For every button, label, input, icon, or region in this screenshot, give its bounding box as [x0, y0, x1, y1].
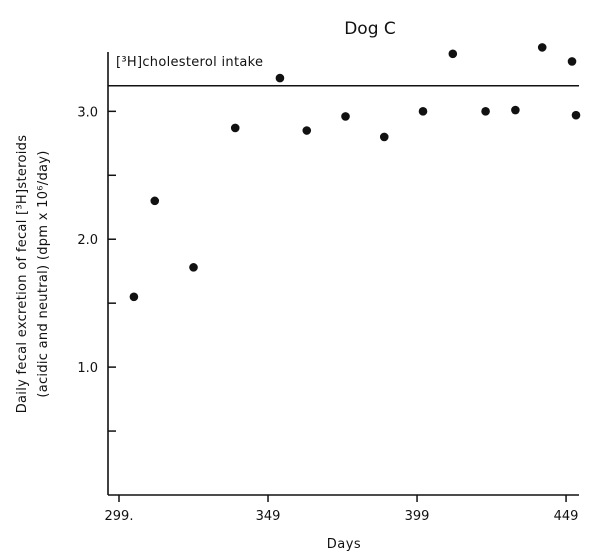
x-tick-label: 399 — [405, 509, 430, 524]
x-tick-label: 449 — [554, 509, 579, 524]
data-point — [511, 105, 520, 115]
data-point — [567, 57, 577, 66]
data-point — [230, 123, 240, 133]
chart-title: Dog C — [344, 19, 396, 39]
data-point — [302, 126, 312, 135]
data-point — [341, 112, 350, 121]
data-point — [275, 73, 285, 83]
y-ticks: 1.0 2.0 3.0 — [77, 105, 116, 432]
y-axis-label-line1: Daily fecal excretion of fecal [³H]stero… — [15, 135, 30, 414]
x-axis-label: Days — [327, 537, 361, 552]
x-tick-label: 349 — [256, 509, 281, 524]
data-point — [481, 107, 490, 116]
y-tick-label: 1.0 — [77, 361, 98, 376]
data-points — [129, 43, 581, 302]
y-tick-label: 2.0 — [77, 233, 98, 248]
reference-line-group: [³H]cholesterol intake — [108, 55, 579, 87]
data-point — [150, 196, 160, 206]
x-ticks: 299. 349 399 449 — [105, 495, 579, 524]
intake-reference-label: [³H]cholesterol intake — [116, 55, 263, 70]
data-point — [448, 49, 458, 59]
x-tick-label: 299. — [105, 509, 134, 524]
y-axis-label-group-2: (acidic and neutral) (dpm x 10⁶/day) — [36, 150, 51, 397]
y-axis-label-line2: (acidic and neutral) (dpm x 10⁶/day) — [36, 150, 51, 397]
data-point — [418, 107, 428, 116]
y-tick-label: 3.0 — [77, 105, 98, 120]
data-point — [571, 110, 581, 120]
axes — [107, 52, 579, 496]
y-axis-label-group: Daily fecal excretion of fecal [³H]stero… — [15, 135, 30, 414]
data-point — [189, 263, 198, 272]
data-point — [537, 43, 547, 52]
data-point — [379, 132, 389, 142]
data-point — [129, 292, 139, 302]
